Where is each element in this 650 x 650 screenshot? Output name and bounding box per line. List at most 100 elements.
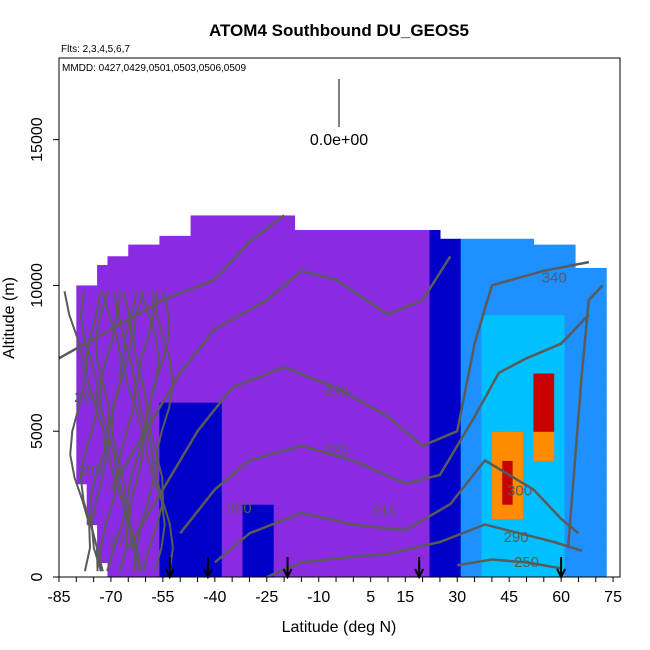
heatmap-cell xyxy=(585,402,597,418)
heatmap-cell xyxy=(450,445,462,461)
heatmap-cell xyxy=(232,460,244,476)
heatmap-cell xyxy=(273,358,285,374)
heatmap-cell xyxy=(564,270,576,287)
heatmap-cell xyxy=(377,474,389,491)
heatmap-cell xyxy=(377,416,389,432)
heatmap-cell xyxy=(107,547,119,564)
heatmap-cell xyxy=(304,256,316,272)
heatmap-cell xyxy=(86,495,98,511)
contour-label: 320 xyxy=(324,442,349,459)
heatmap-cell xyxy=(273,227,285,243)
x-axis-label: Latitude (deg N) xyxy=(282,619,397,636)
y-tick-label: 0 xyxy=(29,572,46,581)
heatmap-cell xyxy=(512,431,524,447)
heatmap-cell xyxy=(97,416,109,432)
heatmap-cell xyxy=(554,314,566,330)
heatmap-cell xyxy=(554,285,566,301)
heatmap-cell xyxy=(284,387,296,403)
heatmap-cell xyxy=(439,562,451,577)
heatmap-cell xyxy=(242,402,254,418)
heatmap-cell xyxy=(543,256,555,272)
heatmap-cell xyxy=(481,416,493,432)
heatmap-cell xyxy=(419,241,431,257)
heatmap-cell xyxy=(149,270,161,287)
heatmap-cell xyxy=(128,314,140,330)
heatmap-cell xyxy=(304,329,316,345)
heatmap-cell xyxy=(471,300,483,316)
heatmap-cell xyxy=(512,518,524,534)
heatmap-cell xyxy=(419,402,431,418)
heatmap-cell xyxy=(533,285,545,301)
heatmap-cell xyxy=(252,300,264,316)
heatmap-cell xyxy=(460,547,472,564)
heatmap-cell xyxy=(533,300,545,316)
heatmap-cell xyxy=(190,256,202,272)
heatmap-cell xyxy=(408,300,420,316)
heatmap-cell xyxy=(533,314,545,330)
heatmap-cell xyxy=(471,238,483,243)
heatmap-cell xyxy=(76,323,88,339)
heatmap-cell xyxy=(284,445,296,461)
heatmap-cell xyxy=(315,533,327,549)
heatmap-cell xyxy=(450,474,462,491)
heatmap-cell xyxy=(585,267,597,272)
heatmap-cell xyxy=(200,518,212,534)
heatmap-cell xyxy=(367,474,379,491)
heatmap-cell xyxy=(273,372,285,389)
heatmap-cell xyxy=(315,230,327,243)
heatmap-cell xyxy=(252,431,264,447)
heatmap-cell xyxy=(419,416,431,432)
heatmap-cell xyxy=(284,285,296,301)
heatmap-cell xyxy=(325,460,337,476)
heatmap-cell xyxy=(502,300,514,316)
heatmap-cell xyxy=(356,431,368,447)
heatmap-cell xyxy=(387,270,399,287)
heatmap-cell xyxy=(595,547,607,564)
heatmap-cell xyxy=(585,445,597,461)
heatmap-cell xyxy=(107,460,119,476)
heatmap-cell xyxy=(325,547,337,564)
heatmap-cell xyxy=(273,256,285,272)
heatmap-cell xyxy=(367,504,379,520)
heatmap-cell xyxy=(491,547,503,564)
heatmap-cell xyxy=(367,416,379,432)
heatmap-cell xyxy=(502,238,514,243)
heatmap-cell xyxy=(190,314,202,330)
y-axis: 0 5000 10000 15000 xyxy=(29,117,59,581)
heatmap-cell xyxy=(159,431,171,447)
heatmap-cell xyxy=(419,518,431,534)
x-tick-label: -25 xyxy=(255,589,278,606)
heatmap-cell xyxy=(159,235,171,243)
heatmap-cell xyxy=(491,445,503,461)
heatmap-cell xyxy=(242,227,254,243)
heatmap-cell xyxy=(273,329,285,345)
heatmap-cell xyxy=(169,445,181,461)
heatmap-cell xyxy=(387,533,399,549)
heatmap-cell xyxy=(304,489,316,505)
heatmap-cell xyxy=(325,562,337,577)
heatmap-cell xyxy=(481,547,493,564)
heatmap-cell xyxy=(585,431,597,447)
heatmap-cell xyxy=(263,215,275,228)
heatmap-cell xyxy=(554,518,566,534)
heatmap-cell xyxy=(554,402,566,418)
heatmap-cell xyxy=(211,227,223,243)
heatmap-cell xyxy=(450,504,462,520)
heatmap-cell xyxy=(107,285,119,301)
heatmap-cell xyxy=(315,547,327,564)
heatmap-cell xyxy=(169,431,181,447)
heatmap-cell xyxy=(450,256,462,272)
heatmap-cell xyxy=(221,431,233,447)
heatmap-cell xyxy=(595,402,607,418)
heatmap-cell xyxy=(564,300,576,316)
heatmap-cell xyxy=(211,547,223,564)
heatmap-cell xyxy=(97,265,109,272)
heatmap-cell xyxy=(242,270,254,287)
heatmap-cell xyxy=(419,256,431,272)
heatmap-cell xyxy=(481,238,493,243)
heatmap-cell xyxy=(315,387,327,403)
heatmap-cell xyxy=(149,314,161,330)
heatmap-cell xyxy=(585,562,597,577)
heatmap-cell xyxy=(325,533,337,549)
heatmap-cell xyxy=(294,256,306,272)
